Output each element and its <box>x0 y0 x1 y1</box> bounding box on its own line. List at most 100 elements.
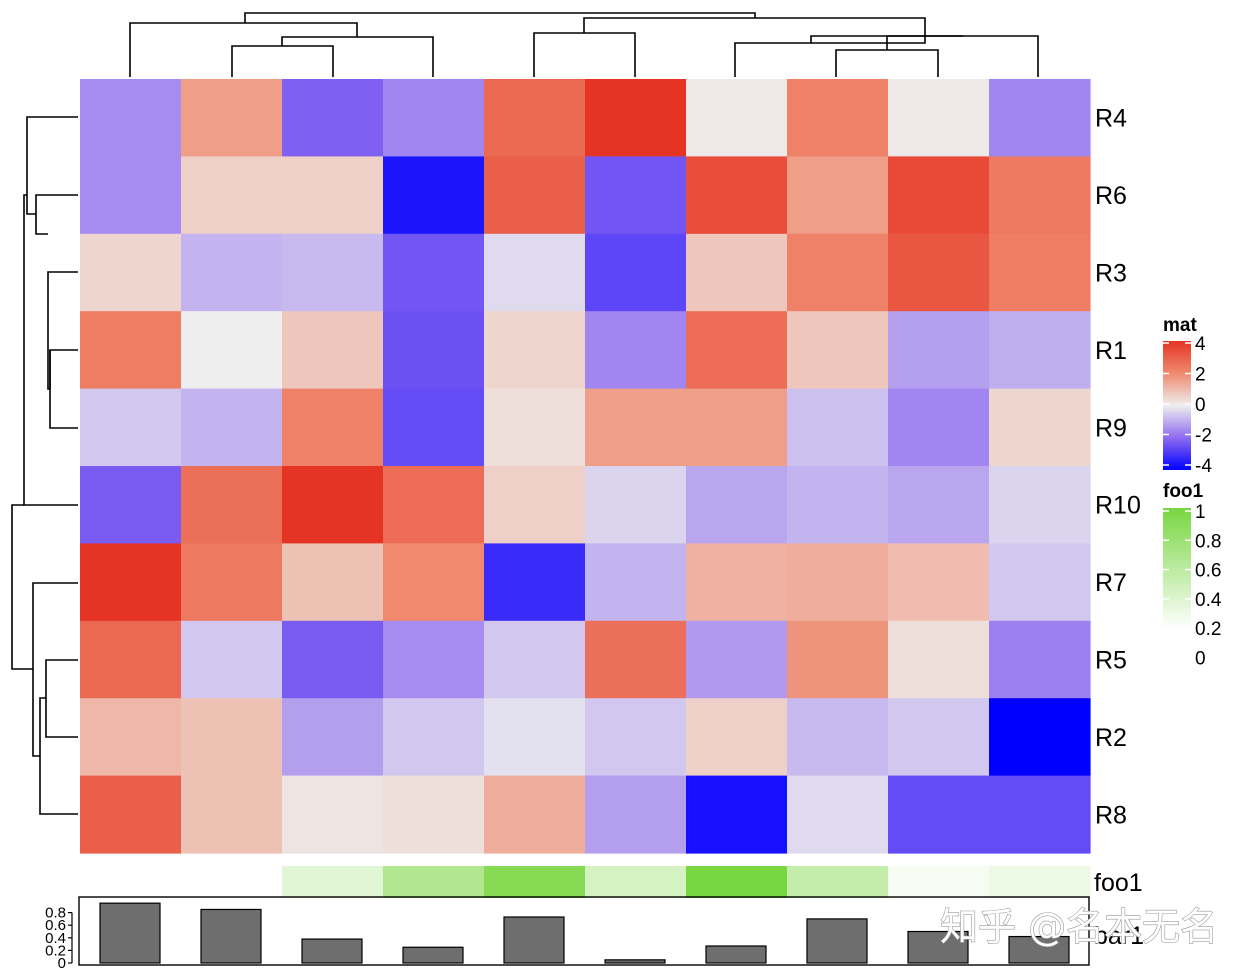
heatmap-cell-R10-c3 <box>282 466 384 544</box>
heatmap-cell-R7-c6 <box>585 543 687 622</box>
heatmap-cell-R10-c7 <box>686 466 788 544</box>
heatmap-cell-R9-c3 <box>282 388 384 467</box>
heatmap-cell-R4-c4 <box>383 79 485 157</box>
heatmap-cell-R10-c9 <box>888 466 990 544</box>
foo1-cell-c3 <box>282 866 384 898</box>
bar1-bar-c9 <box>907 930 969 964</box>
heatmap-cell-R8-c1 <box>80 775 182 854</box>
foo1-legend-title: foo1 <box>1163 481 1204 502</box>
heatmap-cell-R10-c6 <box>585 466 687 544</box>
heatmap-cell-R3-c8 <box>787 233 889 312</box>
heatmap-cell-R4-c9 <box>888 79 990 157</box>
heatmap-cell-R2-c9 <box>888 698 990 777</box>
mat-legend-tick-label: 4 <box>1195 334 1206 355</box>
row-label-R5: R5 <box>1095 647 1127 675</box>
heatmap-cell-R10-c1 <box>80 466 182 544</box>
heatmap-cell-R4-c2 <box>181 79 283 157</box>
row-label-R7: R7 <box>1095 569 1127 597</box>
heatmap-cell-R9-c2 <box>181 388 283 467</box>
heatmap-cell-R2-c6 <box>585 698 687 777</box>
bar1-bar-c6 <box>604 959 666 964</box>
bar1-bar-c8 <box>806 918 868 964</box>
heatmap-cell-R5-c9 <box>888 620 990 699</box>
heatmap-cell-R2-c8 <box>787 698 889 777</box>
mat-legend-title: mat <box>1163 315 1197 336</box>
mat-legend-gradient <box>1163 341 1191 470</box>
heatmap-cell-R6-c2 <box>181 156 283 235</box>
heatmap-cell-R4-c5 <box>484 79 586 157</box>
foo1-legend: foo1 1 0.8 0.6 0.4 0.2 0 <box>1163 481 1222 670</box>
foo1-legend-gradient <box>1163 508 1191 629</box>
heatmap-cell-R5-c3 <box>282 620 384 699</box>
heatmap-cell-R6-c6 <box>585 156 687 235</box>
heatmap-cell-R3-c1 <box>80 233 182 312</box>
heatmap-cell-R5-c4 <box>383 620 485 699</box>
heatmap-body <box>80 79 1091 854</box>
row-label-R10: R10 <box>1095 492 1141 520</box>
foo1-legend-tick-label: 0.4 <box>1195 590 1222 611</box>
mat-legend-tick-label: 0 <box>1195 395 1206 416</box>
heatmap-cell-R9-c7 <box>686 388 788 467</box>
heatmap-cell-R3-c7 <box>686 233 788 312</box>
bar1-bar-c4 <box>402 946 464 964</box>
heatmap-cell-R8-c2 <box>181 775 283 854</box>
foo1-legend-tick-label: 0.6 <box>1195 561 1221 582</box>
heatmap-cell-R10-c4 <box>383 466 485 544</box>
heatmap-cell-R8-c4 <box>383 775 485 854</box>
heatmap-cell-R2-c7 <box>686 698 788 777</box>
heatmap-cell-R10-c2 <box>181 466 283 544</box>
heatmap-cell-R2-c2 <box>181 698 283 777</box>
heatmap-cell-R3-c10 <box>989 233 1091 312</box>
bar1-bar-c5 <box>503 916 565 964</box>
bar1-frame <box>78 896 1090 966</box>
foo1-cell-c8 <box>787 866 889 898</box>
heatmap-cell-R8-c3 <box>282 775 384 854</box>
heatmap-cell-R5-c1 <box>80 620 182 699</box>
foo1-cell-c1 <box>80 866 182 898</box>
heatmap-cell-R9-c1 <box>80 388 182 467</box>
heatmap-cell-R8-c9 <box>888 775 990 854</box>
heatmap-cell-R1-c10 <box>989 311 1091 390</box>
foo1-cell-c4 <box>383 866 485 898</box>
heatmap-cell-R6-c4 <box>383 156 485 235</box>
bar1-bar-c7 <box>705 945 767 964</box>
mat-legend-tick-label: -4 <box>1195 456 1212 477</box>
heatmap-cell-R9-c10 <box>989 388 1091 467</box>
heatmap-cell-R5-c8 <box>787 620 889 699</box>
heatmap-cell-R7-c2 <box>181 543 283 622</box>
heatmap-cell-R3-c6 <box>585 233 687 312</box>
heatmap-cell-R9-c6 <box>585 388 687 467</box>
bar1-axis-tick-label: 0.2 <box>45 942 66 959</box>
heatmap-cell-R4-c10 <box>989 79 1091 157</box>
foo1-cell-c5 <box>484 866 586 898</box>
bar1-bar-c10 <box>1008 935 1070 964</box>
foo1-cell-c7 <box>686 866 788 898</box>
column-dendrogram <box>129 12 1039 77</box>
heatmap-cell-R3-c5 <box>484 233 586 312</box>
foo1-cell-c2 <box>181 866 283 898</box>
heatmap-cell-R10-c8 <box>787 466 889 544</box>
row-label-R9: R9 <box>1095 414 1127 442</box>
heatmap-cell-R2-c3 <box>282 698 384 777</box>
heatmap-cell-R1-c6 <box>585 311 687 390</box>
heatmap-cell-R2-c1 <box>80 698 182 777</box>
heatmap-cell-R4-c1 <box>80 79 182 157</box>
heatmap-cell-R1-c4 <box>383 311 485 390</box>
bar1-bar-c1 <box>99 902 161 964</box>
bar1-axis-tick-label: 0.6 <box>45 917 66 934</box>
heatmap-cell-R1-c2 <box>181 311 283 390</box>
heatmap-cell-R7-c4 <box>383 543 485 622</box>
heatmap-cell-R7-c9 <box>888 543 990 622</box>
watermark: 知乎 @名本无名 <box>940 905 1218 949</box>
heatmap-cell-R7-c10 <box>989 543 1091 622</box>
foo1-annotation-label: foo1 <box>1094 869 1143 897</box>
heatmap-cell-R2-c10 <box>989 698 1091 777</box>
bar1-axis-tick-label: 0.4 <box>45 930 66 947</box>
heatmap-cell-R5-c7 <box>686 620 788 699</box>
bar1-annotation <box>78 896 1090 966</box>
heatmap-cell-R1-c7 <box>686 311 788 390</box>
heatmap-cell-R1-c1 <box>80 311 182 390</box>
heatmap-cell-R8-c8 <box>787 775 889 854</box>
heatmap-cell-R10-c10 <box>989 466 1091 544</box>
